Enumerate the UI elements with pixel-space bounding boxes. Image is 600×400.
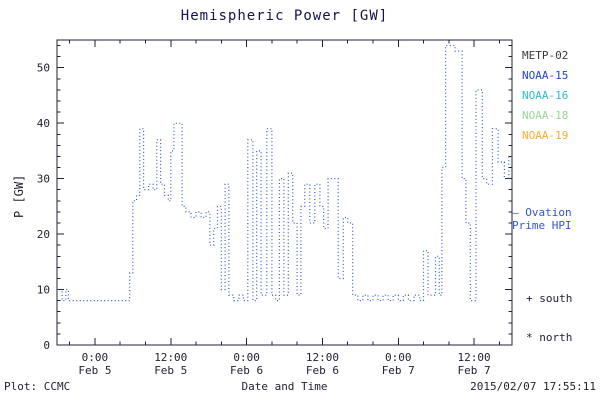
y-tick-label: 40 — [37, 117, 50, 130]
x-tick-time-label: 0:00 — [82, 351, 109, 364]
y-tick-label: 10 — [37, 284, 50, 297]
satellite-legend: METP-02 NOAA-15 NOAA-16 NOAA-18 NOAA-19 — [522, 46, 568, 146]
x-tick-date-label: Feb 7 — [382, 364, 415, 377]
legend-item: NOAA-16 — [522, 89, 569, 102]
hpi-data-line — [57, 44, 512, 302]
y-tick-label: 50 — [37, 62, 50, 75]
x-tick-date-label: Feb 5 — [78, 364, 111, 377]
legend-item: NOAA-19 — [522, 129, 569, 142]
x-tick-time-label: 0:00 — [233, 351, 260, 364]
x-tick-date-label: Feb 6 — [306, 364, 339, 377]
north-symbol-label: * north — [526, 331, 573, 344]
x-tick-time-label: 12:00 — [306, 351, 339, 364]
plot-credit: Plot: CCMC — [4, 380, 71, 393]
south-symbol-label: + south — [526, 292, 573, 305]
x-tick-time-label: 0:00 — [385, 351, 412, 364]
ovation-prime-hpi-label: — Ovation Prime HPI — [512, 206, 572, 232]
plot-timestamp: 2015/02/07 17:55:11 — [470, 380, 596, 393]
x-tick-time-label: 12:00 — [154, 351, 187, 364]
legend-item: NOAA-15 — [522, 69, 569, 82]
chart-title: Hemispheric Power [GW] — [180, 8, 389, 24]
x-axis-label: Date and Time — [241, 380, 328, 393]
ovation-label-line2: Prime HPI — [512, 219, 572, 232]
y-tick-label: 30 — [37, 173, 50, 186]
plot-frame — [56, 39, 513, 346]
x-tick-date-label: Feb 7 — [458, 364, 491, 377]
ovation-label-line1: — Ovation — [512, 206, 572, 219]
legend-item: NOAA-18 — [522, 109, 569, 122]
x-tick-date-label: Feb 5 — [154, 364, 187, 377]
x-tick-time-label: 12:00 — [458, 351, 491, 364]
legend-item: METP-02 — [522, 49, 569, 62]
y-tick-label: 0 — [43, 339, 50, 352]
x-tick-date-label: Feb 6 — [230, 364, 263, 377]
y-tick-label: 20 — [37, 228, 50, 241]
